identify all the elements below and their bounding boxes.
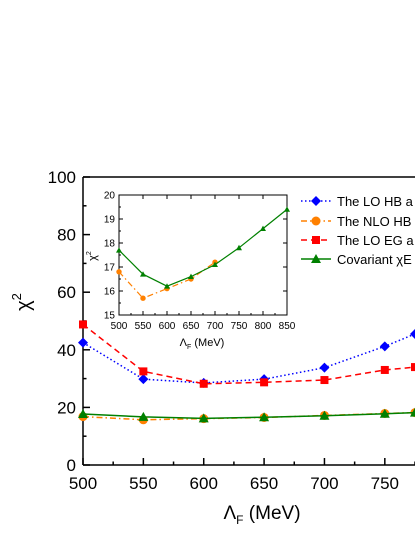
- legend-marker-square: [312, 236, 320, 244]
- y-tick-label: 15: [104, 311, 116, 322]
- y-tick-label: 16: [104, 287, 116, 298]
- data-point-triangle: [212, 261, 218, 267]
- data-point-triangle: [164, 283, 170, 289]
- y-tick-label: 0: [67, 456, 76, 475]
- y-tick-label: 60: [57, 283, 76, 302]
- data-point-triangle: [140, 271, 146, 277]
- data-point-diamond: [379, 341, 390, 352]
- legend-label-lo-eg: The LO EG a: [337, 233, 414, 248]
- data-point-triangle: [198, 413, 209, 423]
- data-point-triangle: [284, 206, 290, 212]
- inset-ylabel-sup: 2: [86, 251, 93, 255]
- data-point-square: [320, 376, 329, 385]
- x-tick-label: 700: [310, 474, 338, 493]
- data-point-square: [199, 379, 208, 388]
- data-point-square: [79, 320, 87, 329]
- data-point-triangle: [116, 247, 122, 253]
- data-point-triangle: [236, 244, 242, 251]
- y-tick-label: 17: [104, 263, 116, 274]
- main-y-axis-label: χ2: [9, 293, 35, 311]
- inset-ylabel-symbol: χ: [87, 255, 99, 261]
- legend-label-lo-hb: The LO HB a: [337, 194, 414, 209]
- main-tick-labels: 500 550 600 650 700 750 0 20 40 60 80 100: [48, 168, 399, 493]
- data-point-triangle: [188, 273, 194, 279]
- data-point-square: [411, 363, 415, 372]
- data-point-diamond: [410, 328, 415, 339]
- main-series: [78, 320, 415, 425]
- main-xlabel-sub: F: [236, 513, 243, 527]
- y-tick-label: 100: [48, 168, 76, 187]
- y-tick-label: 19: [104, 215, 116, 226]
- x-tick-label: 600: [159, 321, 176, 332]
- inset-frame: [118, 194, 288, 316]
- x-tick-label: 750: [231, 321, 248, 332]
- x-tick-label: 500: [69, 474, 97, 493]
- x-tick-label: 550: [129, 474, 157, 493]
- inset-series: [116, 206, 290, 301]
- data-point-triangle: [138, 411, 149, 421]
- inset-x-axis-label: ΛF (MeV): [180, 337, 225, 351]
- data-point-square: [139, 367, 148, 376]
- data-point-circle: [140, 295, 146, 301]
- series-line-0: [82, 333, 415, 384]
- data-point-diamond: [319, 362, 330, 373]
- y-tick-label: 80: [57, 226, 76, 245]
- data-point-circle: [116, 269, 122, 275]
- data-point-diamond: [78, 337, 88, 348]
- y-tick-label: 20: [57, 398, 76, 417]
- legend-label-covariant: Covariant χE: [337, 252, 412, 267]
- inset-tick-labels: 500 550 600 650 700 750 800 850 15 16 17 18 19 20: [104, 191, 296, 333]
- data-point-triangle: [410, 407, 415, 417]
- data-point-square: [380, 365, 389, 374]
- x-tick-label: 550: [135, 321, 152, 332]
- legend-item-lo-hb: The LO HB a: [301, 194, 414, 209]
- x-tick-label: 700: [207, 321, 224, 332]
- main-ylabel-sup: 2: [9, 293, 24, 300]
- legend-marker-diamond: [311, 196, 321, 206]
- data-point-square: [260, 378, 269, 387]
- series-line-3: [82, 411, 415, 420]
- inset-xlabel-unit: (MeV): [191, 337, 224, 349]
- inset-xlabel-symbol: Λ: [180, 337, 188, 349]
- x-tick-label: 650: [250, 474, 278, 493]
- main-ylabel-symbol: χ: [13, 300, 35, 311]
- x-tick-label: 850: [279, 321, 296, 332]
- data-point-triangle: [259, 412, 270, 422]
- data-point-diamond: [138, 374, 149, 385]
- x-tick-label: 600: [190, 474, 218, 493]
- data-point-triangle: [260, 225, 266, 231]
- legend: The LO HB a The NLO HB The LO EG a Covar…: [301, 194, 414, 267]
- main-x-axis-label: ΛF (MeV): [223, 503, 300, 527]
- legend-item-lo-eg: The LO EG a: [301, 233, 414, 248]
- data-point-triangle: [319, 410, 330, 420]
- legend-marker-circle: [311, 216, 321, 226]
- legend-marker-triangle: [311, 254, 321, 263]
- y-tick-label: 40: [57, 341, 76, 360]
- legend-item-covariant: Covariant χE: [301, 252, 412, 267]
- inset-ticks: [118, 194, 288, 316]
- legend-label-nlo-hb: The NLO HB: [337, 214, 411, 229]
- x-tick-label: 750: [371, 474, 399, 493]
- inset-xlabel-sub: F: [187, 344, 191, 351]
- series-line-0: [118, 261, 216, 299]
- series-line-1: [118, 208, 288, 287]
- x-tick-label: 650: [183, 321, 200, 332]
- y-tick-label: 18: [104, 239, 116, 250]
- series-line-2: [82, 323, 415, 385]
- main-xlabel-unit: (MeV): [244, 503, 301, 524]
- main-xlabel-symbol: Λ: [223, 503, 236, 524]
- data-point-triangle: [379, 408, 390, 418]
- data-point-triangle: [78, 409, 88, 419]
- y-tick-label: 20: [104, 191, 116, 202]
- x-tick-label: 500: [111, 321, 128, 332]
- inset-y-axis-label: χ2: [86, 251, 99, 261]
- legend-item-nlo-hb: The NLO HB: [301, 214, 411, 229]
- x-tick-label: 800: [255, 321, 272, 332]
